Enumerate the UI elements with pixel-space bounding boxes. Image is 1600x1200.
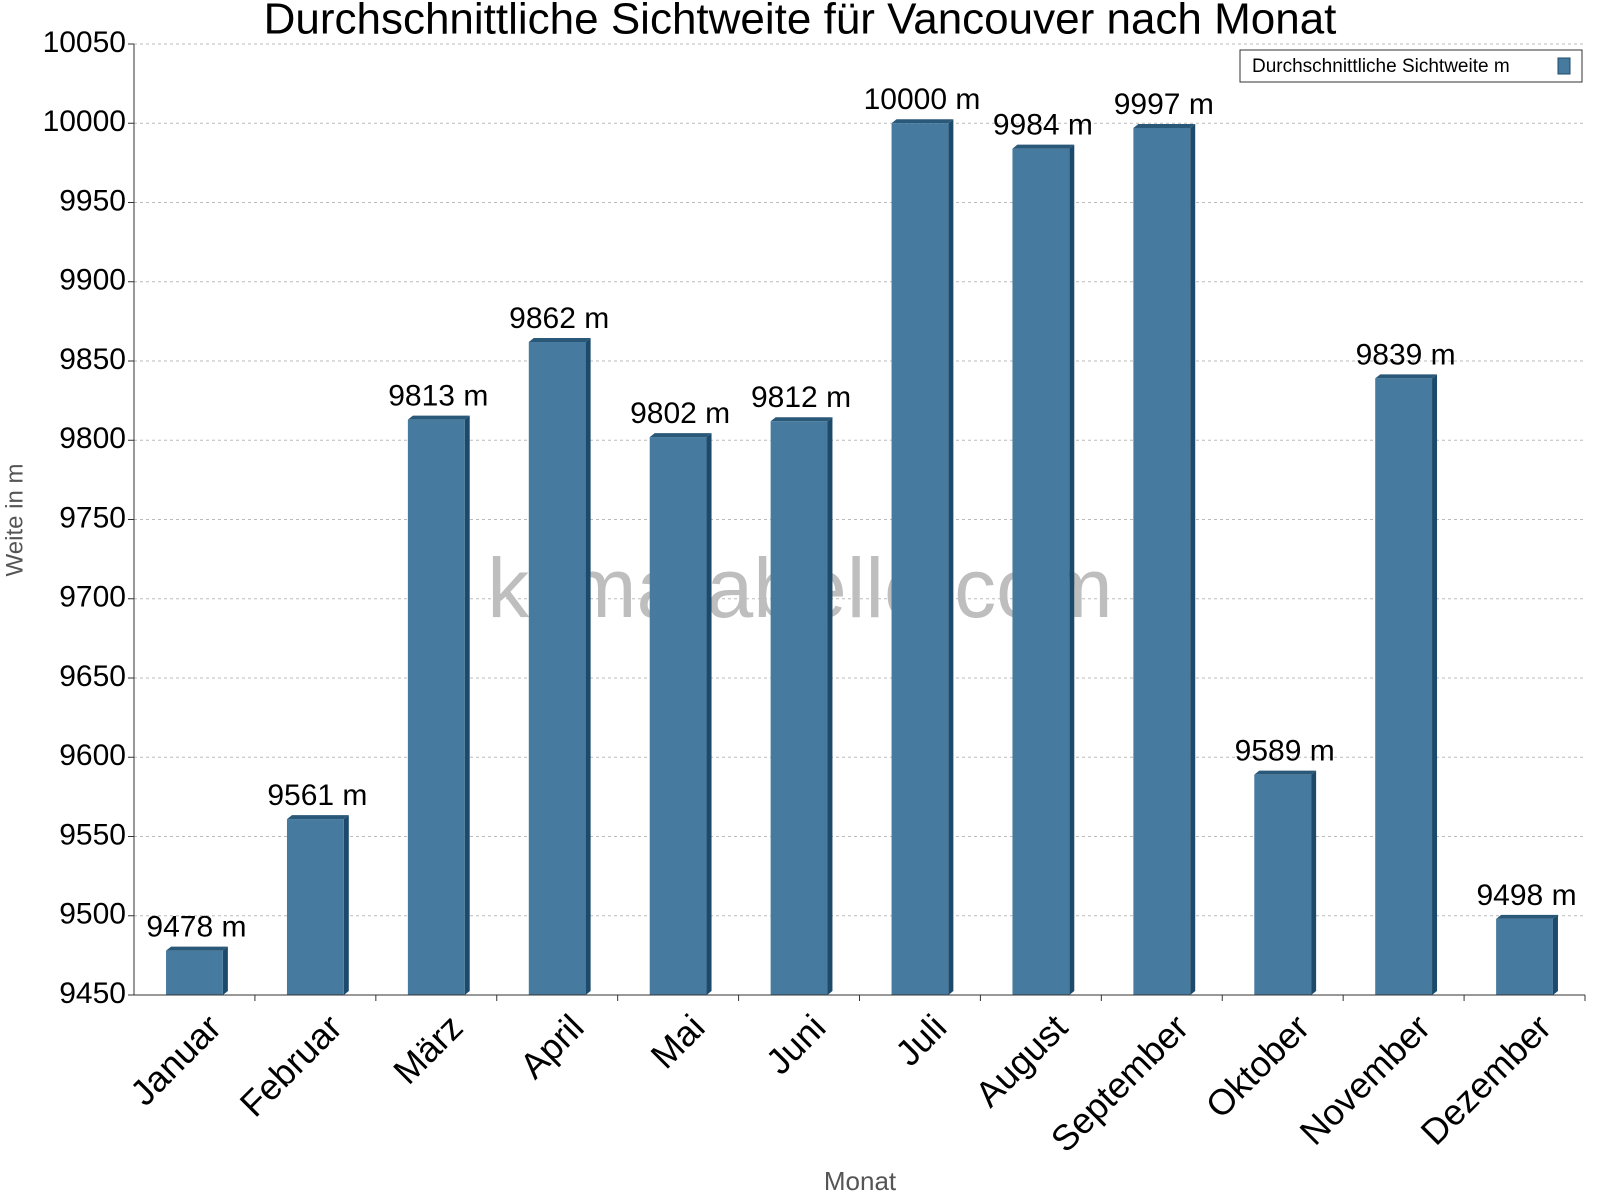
value-label: 9839 m [1356,338,1456,371]
value-label: 9812 m [751,381,851,414]
bar-side [1069,144,1075,996]
bar-top [166,946,228,951]
bar-side [948,119,954,995]
bar [528,341,586,996]
x-tick-label: Februar [232,1006,350,1124]
x-tick-label: Juni [758,1006,834,1082]
bar [407,419,465,995]
bar-top [1012,144,1075,149]
y-tick-label: 9500 [59,898,126,931]
x-tick-label: August [967,1006,1075,1114]
bar [1254,774,1312,995]
bar [166,950,223,995]
x-tick-label: Juli [887,1006,954,1073]
bar-side [1552,914,1558,995]
y-tick-label: 9750 [59,501,126,534]
y-tick-label: 9800 [59,422,126,455]
x-tick-label: November [1292,1006,1438,1152]
y-tick-label: 9600 [59,739,126,772]
value-label: 9589 m [1235,735,1335,768]
chart-title: Durchschnittliche Sichtweite für Vancouv… [264,0,1337,44]
y-tick-label: 10050 [43,26,126,59]
bar-side [706,433,712,996]
y-tick-label: 9650 [59,660,126,693]
y-tick-label: 9450 [59,977,126,1010]
value-label: 9862 m [509,302,609,335]
value-label: 9478 m [146,911,246,944]
x-tick-label: Dezember [1413,1006,1559,1152]
legend-box [1239,49,1583,83]
bar-top [528,337,591,342]
bar [770,421,828,996]
bar-top [407,415,470,420]
y-axis-label: Weite in m [1,464,28,577]
bar-side [464,415,470,995]
bar-top [1133,124,1196,129]
x-tick-label: Oktober [1198,1006,1318,1126]
x-tick-label: Januar [122,1006,229,1113]
value-label: 9984 m [993,109,1093,142]
bar [649,437,707,996]
y-tick-label: 9900 [59,264,126,297]
bar-top [286,815,349,820]
bar-side [222,946,228,995]
bar [1133,128,1191,995]
y-tick-label: 9550 [59,818,126,851]
value-label: 10000 m [864,83,981,116]
bar-side [1190,124,1196,995]
y-tick-label: 9950 [59,184,126,217]
legend-label: Durchschnittliche Sichtweite m [1252,56,1510,77]
legend-swatch [1557,57,1571,75]
bar [1012,148,1070,996]
bar-top [1254,770,1317,775]
x-tick-label: Mai [642,1006,712,1076]
bar-side [1432,374,1438,995]
value-label: 9561 m [267,779,367,812]
bar [286,819,344,995]
bar-side [1311,770,1317,995]
y-tick-label: 9850 [59,343,126,376]
value-label: 9997 m [1114,88,1214,121]
bar-top [1496,914,1558,919]
value-label: 9498 m [1477,879,1577,912]
bar [891,123,949,995]
y-tick-label: 10000 [43,105,126,138]
x-tick-label: April [512,1006,592,1086]
y-tick-label: 9700 [59,581,126,614]
bar [1496,918,1553,995]
bar-side [343,815,349,995]
value-label: 9813 m [388,380,488,413]
x-tick-label: März [385,1006,471,1092]
bar-side [827,417,833,996]
bar-top [649,433,712,438]
bar-top [770,417,833,422]
x-axis-label: Monat [824,1166,897,1196]
value-label: 9802 m [630,397,730,430]
bar-top [891,119,954,124]
bar-side [585,337,591,996]
bar [1375,378,1433,995]
bar-top [1375,374,1438,379]
